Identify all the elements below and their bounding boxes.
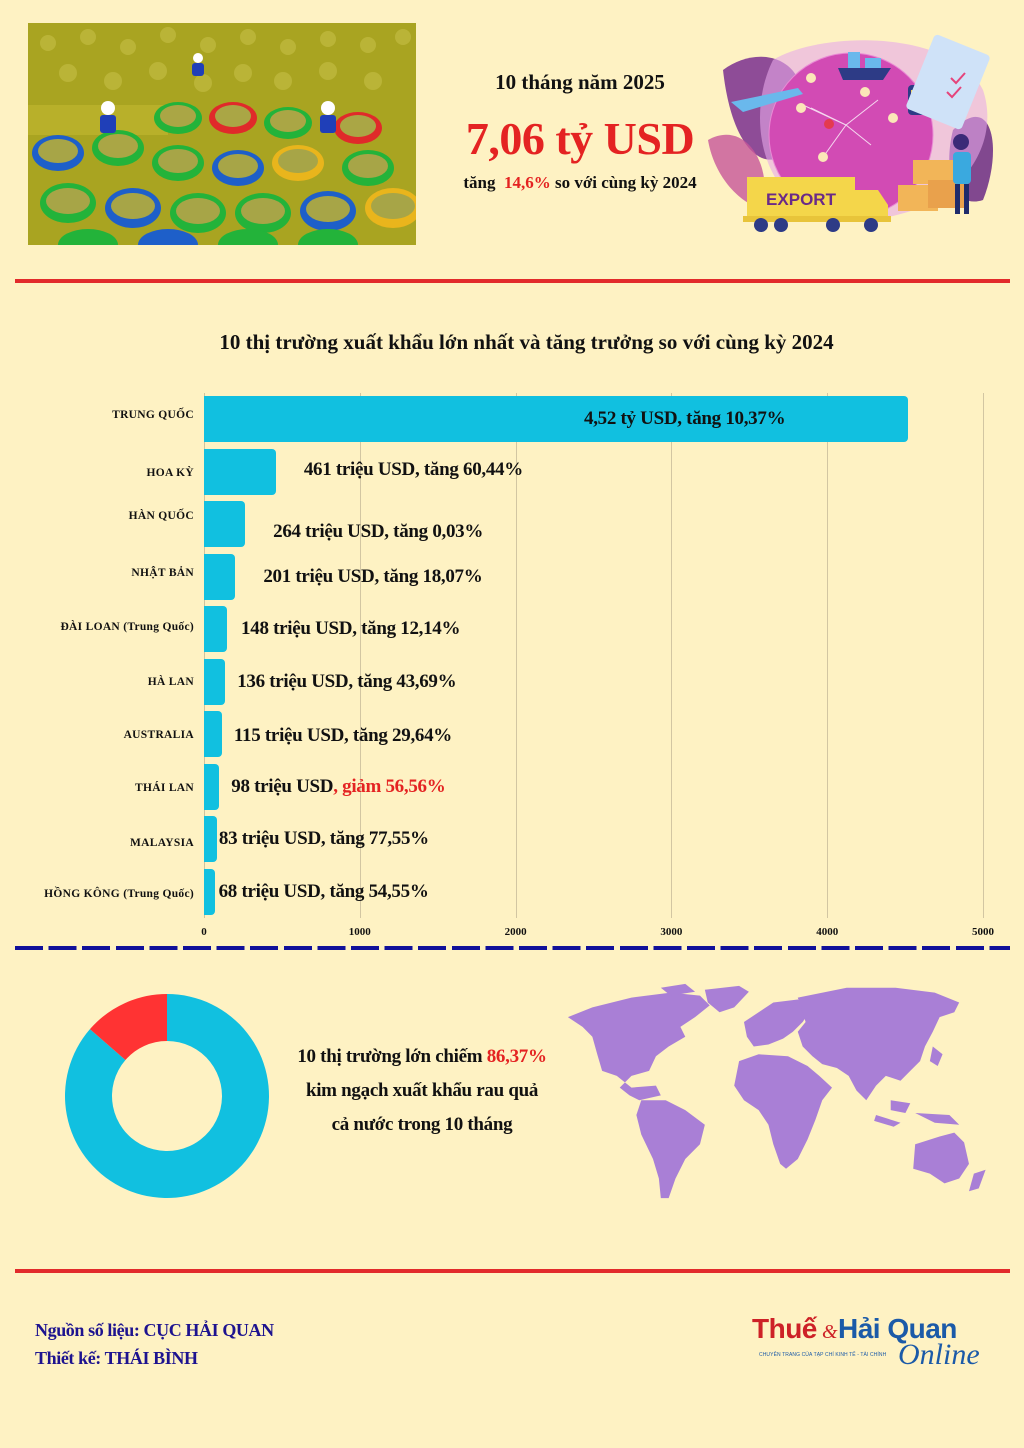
bar-row: 148 triệu USD, tăng 12,14% (204, 606, 983, 652)
x-tick-label: 5000 (972, 926, 994, 938)
total-export-value: 7,06 tỷ USD (465, 113, 695, 164)
share-line-1: 10 thị trường lớn chiếm 86,37% (297, 1046, 547, 1067)
bar (204, 606, 228, 652)
svg-text:EXPORT: EXPORT (766, 190, 837, 209)
decline-label: , giảm 56,56% (333, 775, 446, 797)
growth-suffix: so với cùng kỳ 2024 (554, 173, 697, 192)
category-label: HOA KỲ (146, 466, 194, 479)
category-label: AUSTRALIA (123, 729, 194, 741)
x-tick-label: 0 (201, 926, 207, 938)
bar-row: 136 triệu USD, tăng 43,69% (204, 658, 983, 705)
bar-value-label: 136 triệu USD, tăng 43,69% (237, 670, 457, 692)
growth-summary: tăng 14,6% so với cùng kỳ 2024 (420, 173, 740, 193)
bar (204, 396, 909, 442)
bar-value-label: 264 triệu USD, tăng 0,03% (273, 521, 484, 542)
bar-value-label: 115 triệu USD, tăng 29,64% (233, 725, 453, 746)
globe-icon (769, 53, 933, 217)
bar-value-label: 68 triệu USD, tăng 54,55% (218, 880, 429, 902)
export-logistics-illustration: EXPORT (703, 30, 1008, 235)
x-tick-label: 1000 (348, 926, 371, 938)
category-label: THÁI LAN (135, 781, 194, 794)
bar (204, 658, 226, 705)
bar-row: 461 triệu USD, tăng 60,44% (204, 448, 983, 495)
bar-chart-plot: 4,52 tỷ USD, tăng 10,37% 461 triệu USD, t… (204, 393, 984, 918)
share-line-2: kim ngạch xuất khẩu rau quả (305, 1080, 539, 1101)
x-tick-label: 2000 (504, 926, 527, 938)
donut-slice-top10 (65, 994, 270, 1198)
donut-slice-other (89, 994, 167, 1060)
bar (204, 763, 220, 810)
category-label: HÀ LAN (147, 675, 194, 688)
gridline (515, 393, 517, 918)
category-label: NHẬT BẢN (131, 566, 194, 579)
category-label: HỒNG KÔNG (Trung Quốc) (44, 887, 194, 900)
bar (204, 553, 236, 600)
bar-row: 68 triệu USD, tăng 54,55% (204, 868, 983, 915)
gridline (983, 393, 984, 918)
bar-row: 83 triệu USD, tăng 77,55% (204, 816, 983, 862)
bar-row: 115 triệu USD, tăng 29,64% (204, 711, 983, 757)
category-label: MALAYSIA (130, 837, 194, 849)
bottom-divider (15, 1269, 1010, 1273)
bar-value-label: 83 triệu USD, tăng 77,55% (218, 828, 429, 849)
bar (204, 868, 215, 915)
bar (204, 501, 246, 547)
category-label: HÀN QUỐC (128, 510, 194, 522)
share-percent: 86,37% (486, 1046, 547, 1067)
durian-harvest-photo (28, 23, 416, 245)
growth-percent: 14,6% (503, 173, 551, 192)
bar-row: 201 triệu USD, tăng 18,07% (204, 553, 983, 600)
bar (204, 448, 276, 495)
bar-row: 4,52 tỷ USD, tăng 10,37% (204, 396, 983, 442)
world-map-icon (562, 978, 1014, 1203)
data-source: Nguồn số liệu: CỤC HẢI QUAN (35, 1320, 274, 1340)
clipboard-icon (906, 34, 990, 130)
bar-value-label: 201 triệu USD, tăng 18,07% (263, 565, 483, 587)
bar-value-label: 4,52 tỷ USD, tăng 10,37% (584, 408, 786, 429)
ship-icon (838, 68, 891, 80)
airplane-icon (731, 88, 803, 112)
bar-row: 264 triệu USD, tăng 0,03% (204, 501, 983, 547)
chart-title: 10 thị trường xuất khẩu lớn nhất và tăng… (219, 330, 834, 354)
dashed-divider (15, 946, 1010, 950)
bar (204, 816, 217, 862)
growth-prefix: tăng (463, 173, 496, 192)
bar (204, 711, 222, 757)
x-tick-label: 4000 (816, 926, 839, 938)
category-label: TRUNG QUỐC (112, 409, 194, 421)
y-axis-line (204, 393, 205, 918)
worker-icon (953, 134, 969, 150)
period-label: 10 tháng năm 2025 (495, 70, 665, 94)
bar-value-label: 148 triệu USD, tăng 12,14% (241, 618, 461, 639)
designer-credit: Thiết kế: THÁI BÌNH (35, 1348, 198, 1368)
durian-photo-illustration (28, 23, 416, 245)
share-line-3: cả nước trong 10 tháng (331, 1114, 513, 1135)
x-tick-label: 3000 (660, 926, 683, 938)
market-share-donut (65, 994, 270, 1198)
gridline (827, 393, 829, 918)
category-label: ĐÀI LOAN (Trung Quốc) (60, 621, 194, 633)
gridline (359, 393, 361, 918)
export-truck-icon (747, 177, 855, 219)
bar-value-label: 98 triệu USD, giảm 56,56% (231, 775, 446, 797)
top-divider (15, 279, 1010, 283)
bar-value-label: 461 triệu USD, tăng 60,44% (303, 458, 523, 480)
gridline (671, 393, 673, 918)
market-share-caption: 10 thị trường lớn chiếm 86,37% kim ngạch… (262, 1040, 582, 1142)
bar-row: 98 triệu USD, giảm 56,56% (204, 763, 983, 810)
thue-hai-quan-online-logo[interactable]: Thuế & Hải Quan CHUYÊN TRANG CỦA TẠP CHÍ… (752, 1313, 980, 1371)
